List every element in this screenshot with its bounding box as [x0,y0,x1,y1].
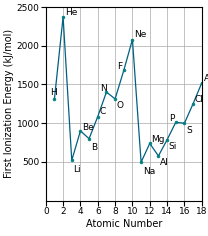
Text: He: He [65,8,77,17]
X-axis label: Atomic Number: Atomic Number [85,219,162,229]
Text: Mg: Mg [151,135,165,144]
Text: Na: Na [143,167,155,176]
Text: S: S [186,126,192,135]
Text: Be: Be [82,122,94,131]
Text: B: B [91,143,97,152]
Text: P: P [169,114,174,123]
Text: N: N [100,84,107,93]
Y-axis label: First Ionization Energy (kJ/mol): First Ionization Energy (kJ/mol) [4,29,14,178]
Text: O: O [117,101,124,110]
Text: Al: Al [160,158,169,167]
Text: C: C [99,107,106,116]
Text: Li: Li [73,165,81,174]
Text: Ar: Ar [203,74,208,83]
Text: Si: Si [169,142,177,151]
Text: Ne: Ne [134,30,146,39]
Text: Cl: Cl [195,95,204,104]
Text: F: F [117,62,122,71]
Text: H: H [50,88,57,97]
